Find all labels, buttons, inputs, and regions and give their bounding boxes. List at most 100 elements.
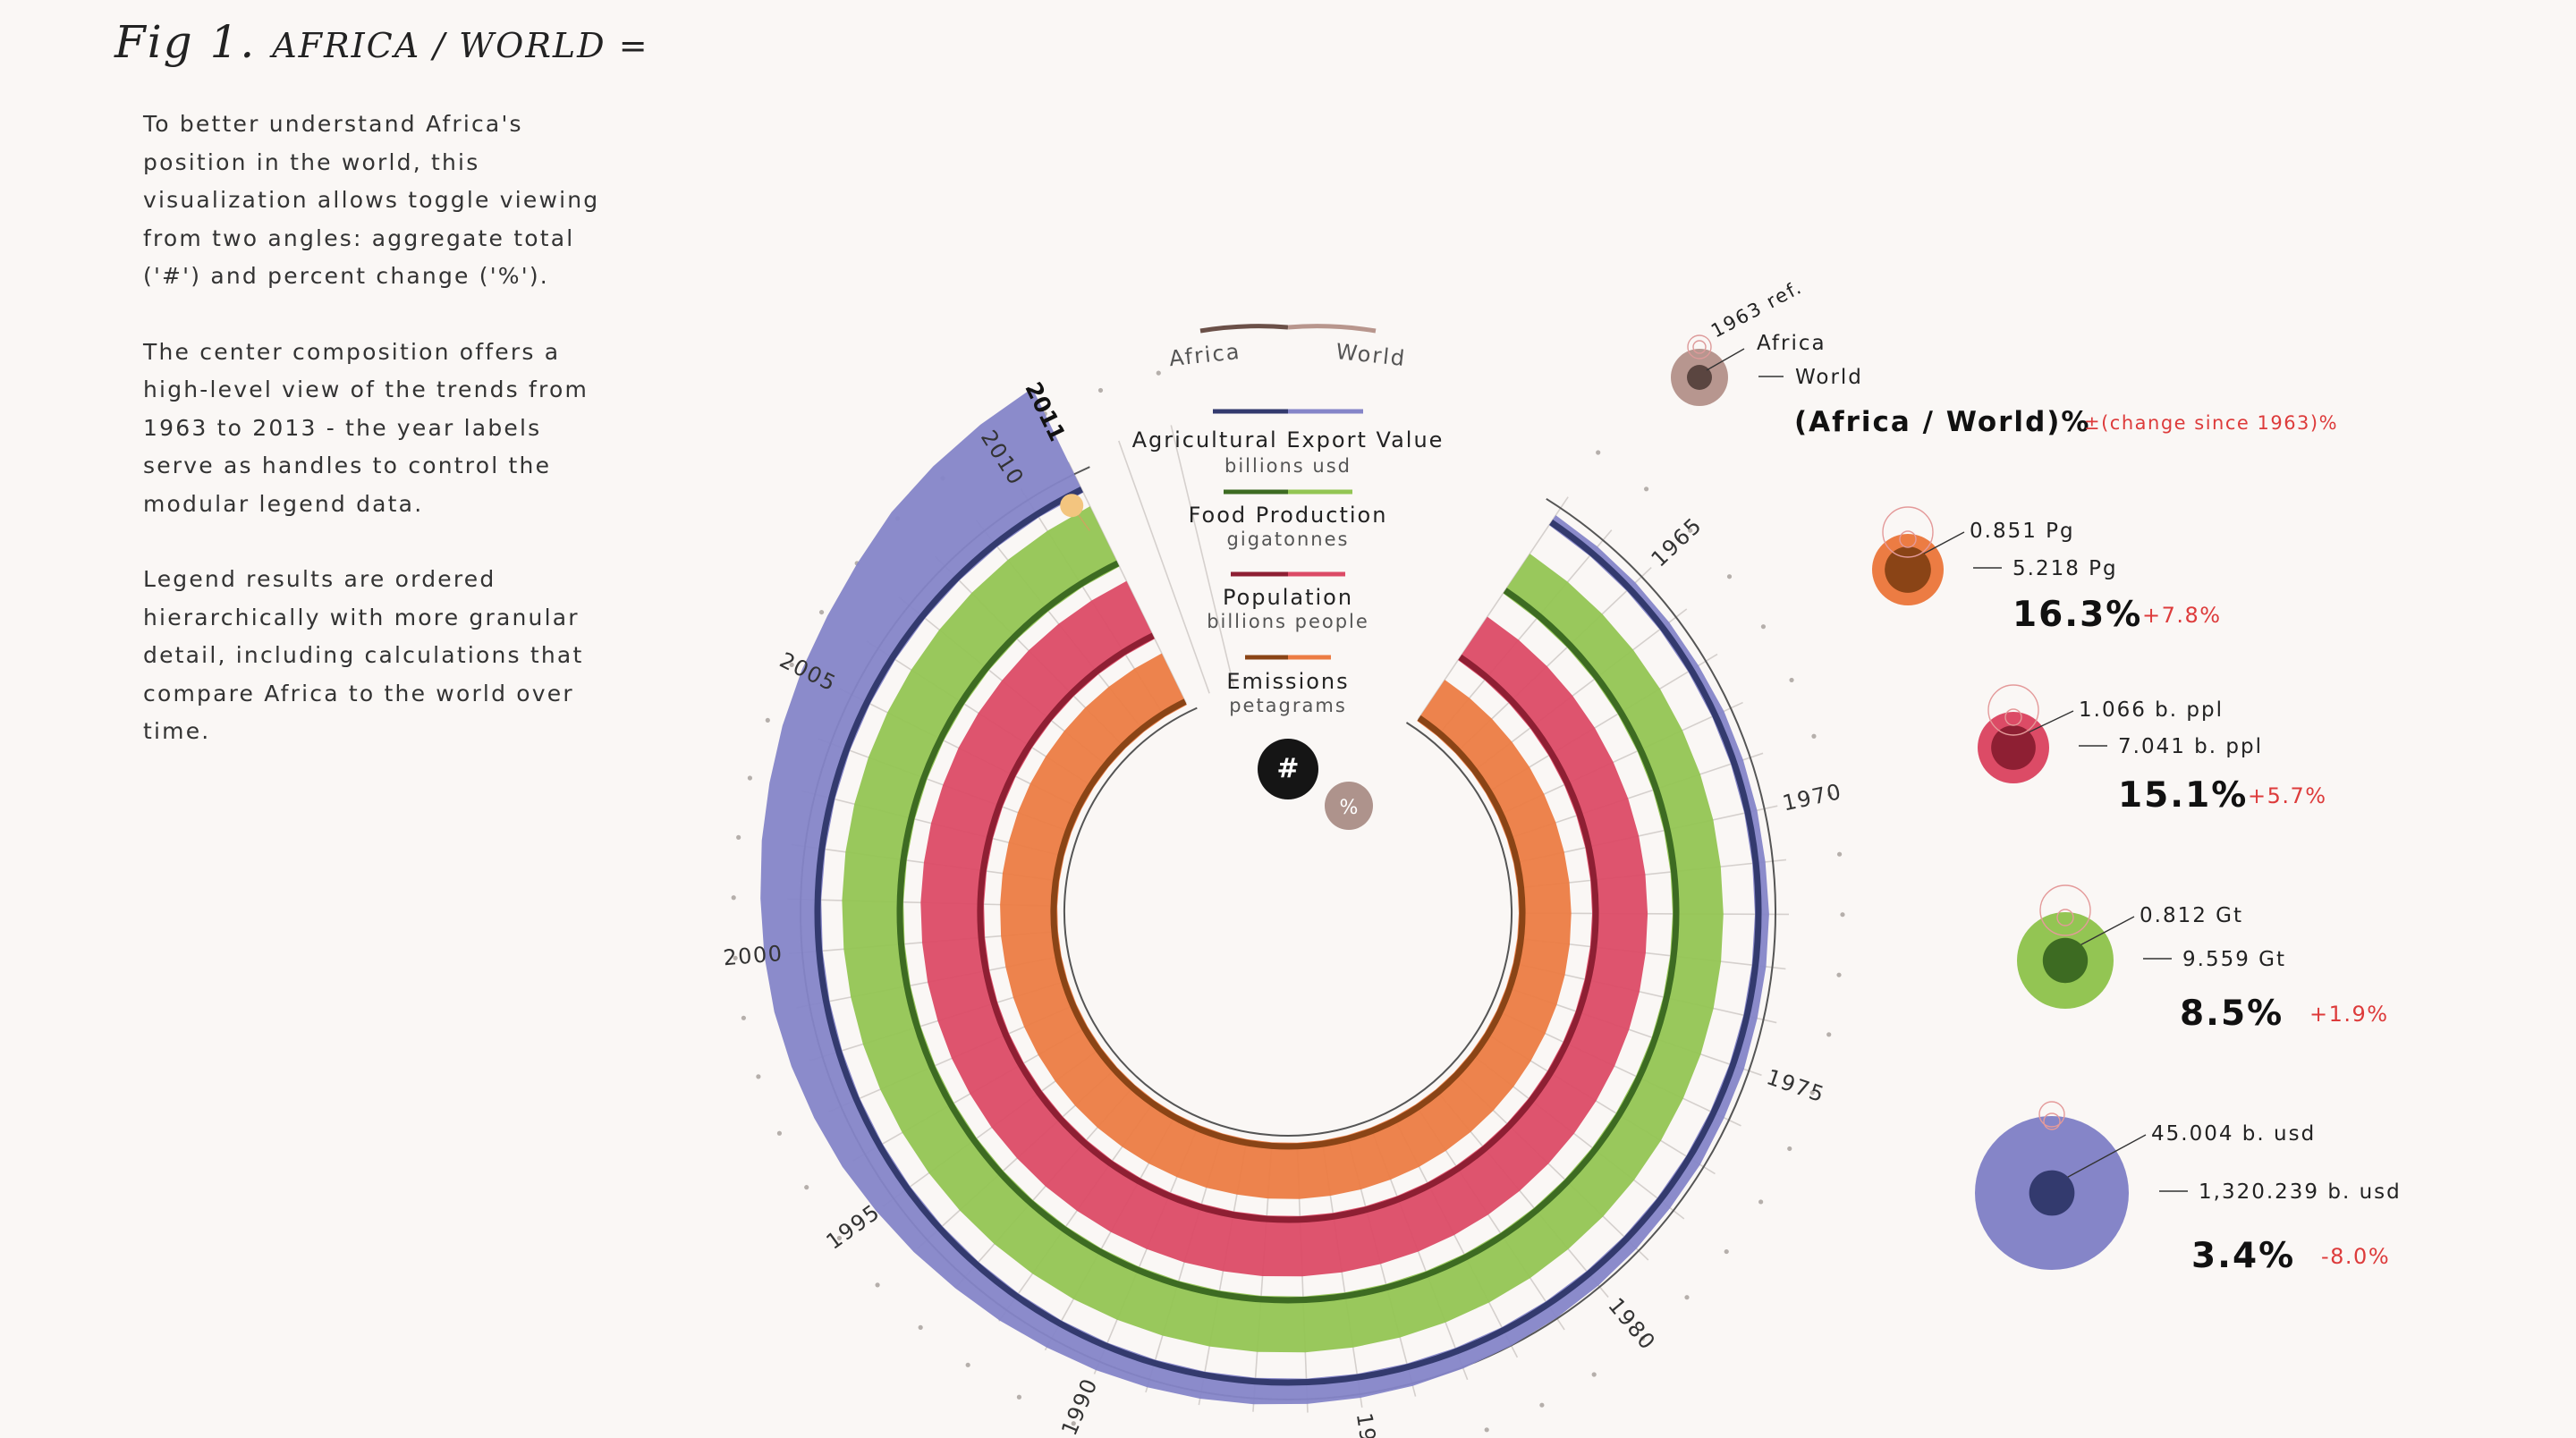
legend-africa-circle-population <box>1991 725 2036 770</box>
toggle-percent-button[interactable] <box>1325 782 1373 830</box>
grid-tick-dot <box>1156 370 1161 376</box>
legend-africa-value: 0.851 Pg <box>1970 520 2075 543</box>
toggle-total-button[interactable] <box>1258 739 1318 799</box>
grid-tick-dot <box>765 717 770 723</box>
year-label-1980[interactable]: 1980 <box>1603 1293 1660 1355</box>
ref-world-label: World <box>1795 366 1863 389</box>
legend-change: +7.8% <box>2142 603 2222 628</box>
toggle-percent-label[interactable]: % <box>1340 797 1359 819</box>
grid-tick-dot <box>731 895 736 901</box>
grid-tick-dot <box>1684 1295 1690 1300</box>
legend-africa-value: 45.004 b. usd <box>2151 1122 2316 1146</box>
grid-tick-dot <box>1591 1372 1597 1377</box>
legend-1963-ref-inner <box>2056 909 2074 926</box>
grid-line <box>1170 425 1235 687</box>
ring-africa-band-export <box>814 486 1762 1386</box>
grid-tick-dot <box>1071 1421 1076 1426</box>
grid-tick-dot <box>1787 1146 1792 1152</box>
year-handle[interactable] <box>1060 494 1084 518</box>
year-label-1990[interactable]: 1990 <box>1056 1375 1103 1438</box>
legend-1963-ref-circle <box>2039 884 2091 936</box>
grid-tick-dot <box>789 662 794 667</box>
change-label: ±(change since 1963)% <box>2084 412 2338 434</box>
legend-1963-ref-circle <box>2038 1101 2065 1128</box>
key-series-unit: billions usd <box>1224 455 1352 477</box>
intro-paragraph: Legend results are ordered hierarchicall… <box>143 566 584 744</box>
key-world-label: World <box>1335 339 1407 371</box>
legend-ratio: 16.3% <box>2012 595 2142 635</box>
intro-text: To better understand Africa's position i… <box>143 106 608 789</box>
formula-label: (Africa / World)% <box>1794 406 2090 438</box>
ring-africa-band-population <box>977 632 1599 1223</box>
grid-tick-dot <box>1016 1394 1022 1400</box>
legend-africa-value: 1.066 b. ppl <box>2079 698 2224 722</box>
grid-tick-dot <box>965 1362 970 1367</box>
year-label-1975[interactable]: 1975 <box>1763 1064 1828 1107</box>
legend-world-value: 9.559 Gt <box>2182 948 2286 971</box>
grid-tick-dot <box>1726 574 1733 579</box>
ref-africa-label: Africa <box>1757 332 1826 355</box>
year-label-2000[interactable]: 2000 <box>722 941 784 970</box>
grid-tick-dot <box>1840 912 1845 918</box>
key-series-name: Population <box>1223 585 1353 610</box>
grid-tick-dot <box>1837 851 1843 857</box>
year-label-1995[interactable]: 1995 <box>822 1199 886 1255</box>
grid-tick-dot <box>733 955 738 960</box>
intro-paragraph: The center composition offers a high-lev… <box>143 338 589 517</box>
grid-line <box>1118 440 1210 694</box>
legend-change: -8.0% <box>2321 1244 2390 1269</box>
year-label-1965[interactable]: 1965 <box>1647 512 1707 571</box>
grid-tick-dot <box>756 1074 761 1079</box>
ref-1963-circle <box>1687 334 1712 360</box>
grid-tick-dot <box>1539 1402 1545 1408</box>
legend-africa-leader <box>2067 1134 2147 1178</box>
grid-tick-dot <box>776 1130 783 1136</box>
legend-world-value: 7.041 b. ppl <box>2118 735 2263 758</box>
grid-tick-dot <box>1758 1199 1764 1205</box>
grid-tick-dot <box>1789 677 1794 683</box>
grid-tick-dot <box>1643 486 1649 492</box>
grid-tick-dot <box>818 609 825 615</box>
ref-africa-circle <box>1687 365 1712 390</box>
grid-tick-dot <box>1724 1248 1729 1255</box>
ring-africa-band-emissions <box>1050 698 1526 1150</box>
grid-tick-dot <box>836 1235 843 1241</box>
legend-1963-ref-circle <box>1882 506 1934 558</box>
year-label-1970[interactable]: 1970 <box>1780 779 1843 816</box>
key-africa-arc <box>1199 324 1289 334</box>
grid-tick-dot <box>1809 1090 1815 1095</box>
legend-ratio: 8.5% <box>2180 994 2284 1034</box>
grid-tick-dot <box>1811 733 1817 739</box>
axis-arc <box>1063 706 1513 1137</box>
legend-1963-ref-circle <box>1987 684 2039 736</box>
grid-tick-dot <box>736 834 741 840</box>
grid-tick-dot <box>1640 1336 1646 1341</box>
grid-tick-dot <box>918 1324 923 1330</box>
legend-africa-leader <box>2080 916 2135 945</box>
legend-africa-value: 0.812 Gt <box>2140 904 2243 927</box>
legend-change: +5.7% <box>2248 783 2327 808</box>
ref-africa-leader <box>1706 348 1745 371</box>
legend-africa-leader <box>1923 531 1965 554</box>
grid-tick-dot <box>741 1015 746 1020</box>
legend-africa-leader <box>2029 710 2074 733</box>
year-label-1985[interactable]: 1985 <box>1352 1411 1385 1438</box>
grid-tick-dot <box>1688 528 1693 533</box>
key-world-arc <box>1287 324 1377 334</box>
legend-change: +1.9% <box>2309 1002 2389 1027</box>
intro-paragraph: To better understand Africa's position i… <box>143 111 600 289</box>
grid-tick-dot <box>1760 624 1767 630</box>
legend-africa-circle-food <box>2042 937 2089 984</box>
legend-ratio: 15.1% <box>2118 775 2248 816</box>
legend-1963-ref-inner <box>1899 530 1917 548</box>
grid-tick-dot <box>1596 450 1601 455</box>
ring-africa-band-food <box>896 560 1680 1304</box>
grid-tick-dot <box>747 775 753 781</box>
key-africa-label: Africa <box>1168 339 1242 371</box>
grid-tick-dot <box>1484 1427 1489 1433</box>
toggle-total-label[interactable]: # <box>1276 753 1299 784</box>
data-rings <box>760 388 1769 1405</box>
